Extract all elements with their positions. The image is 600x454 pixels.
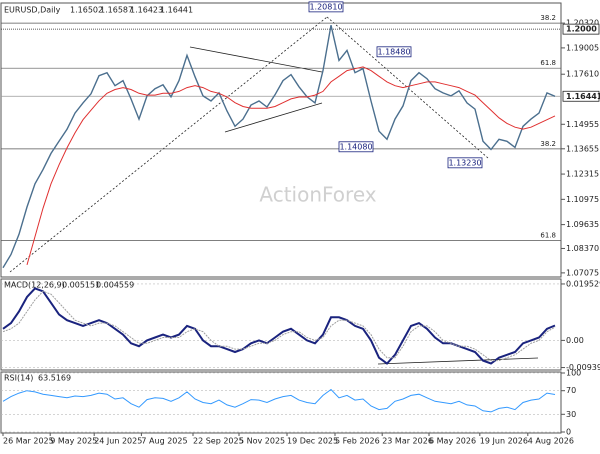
triangle-lower [224, 102, 323, 133]
y-tick-label: 1.12315 [566, 170, 599, 179]
series-line [2, 388, 556, 413]
x-tick-label: 26 Mar 2025 [3, 437, 54, 446]
y-tick-label: 1.07075 [566, 268, 599, 277]
x-tick-label: 6 May 2026 [429, 437, 476, 446]
x-tick-label: 4 Aug 2026 [528, 437, 574, 446]
y-tick-label: 1.09635 [566, 220, 599, 229]
macd-panel [0, 278, 562, 371]
annotation: 1.20810 [309, 2, 342, 11]
panel-title: MACD(12,26,9) [4, 281, 65, 290]
annotation: 1.13230 [448, 158, 481, 167]
annotation-box [447, 157, 483, 169]
x-tick-label: 5 Feb 2026 [335, 437, 380, 446]
ohlc-value: 1.16441 [160, 6, 193, 15]
annotation-box [308, 1, 344, 13]
y-tick-label: 1.08370 [566, 244, 599, 253]
price-box [562, 90, 600, 102]
x-tick-label: 23 Mar 2026 [382, 437, 433, 446]
y-tick-label: 70 [566, 386, 576, 395]
ohlc-value: 1.16587 [100, 6, 133, 15]
y-tick-label: 30 [566, 410, 576, 419]
indicator-value: 0.005151 [62, 281, 100, 290]
series-line [2, 287, 556, 365]
y-tick-label: 1.19005 [566, 43, 599, 52]
price-panel [0, 2, 562, 278]
y-tick-label: 0 [566, 428, 571, 437]
fib-label: 61.8 [540, 59, 556, 67]
fib-label: 38.2 [540, 14, 556, 22]
watermark: ActionForex [259, 183, 376, 207]
indicator-value: 63.5169 [38, 374, 71, 383]
annotation: 1.14080 [339, 142, 372, 151]
indicator-value: 0.004559 [96, 281, 134, 290]
y-tick-label: 100 [566, 369, 581, 378]
x-tick-label: 19 Dec 2025 [287, 437, 338, 446]
y-tick-label: 1.13655 [566, 144, 599, 153]
panel-title: RSI(14) [4, 374, 33, 383]
fib-label: 38.2 [540, 140, 556, 148]
y-tick-label: 1.17610 [566, 70, 599, 79]
x-tick-label: 7 Aug 2025 [141, 437, 187, 446]
series-line [2, 25, 556, 269]
annotation: 1.18480 [377, 47, 410, 56]
price-box [562, 23, 600, 35]
x-tick-label: 19 Jun 2026 [480, 437, 528, 446]
x-tick-label: 9 May 2025 [50, 437, 97, 446]
fib-label: 61.8 [540, 231, 556, 239]
rsi-panel [0, 371, 562, 434]
x-tick-label: 22 Sep 2025 [193, 437, 244, 446]
x-tick-label: 24 Jun 2025 [94, 437, 142, 446]
y-tick-label: 0.019529 [566, 279, 600, 288]
y-tick-label: 1.10975 [566, 195, 599, 204]
ohlc-value: 1.16423 [130, 6, 163, 15]
y-tick-label: 1.14955 [566, 120, 599, 129]
y-tick-label: 1.2000 [566, 25, 597, 34]
y-tick-label: -0.009398 [566, 363, 600, 372]
price-title: EURUSD,Daily [4, 6, 61, 15]
annotation-box [338, 141, 374, 153]
y-tick-label: 0.00 [566, 336, 584, 345]
series-line [2, 290, 556, 362]
y-tick-label: 1.16441 [566, 92, 600, 101]
macd-divergence [377, 357, 539, 365]
y-tick-label: 1.20320 [566, 19, 599, 28]
annotation-box [376, 46, 412, 58]
ohlc-value: 1.16502 [70, 6, 103, 15]
x-tick-label: 5 Nov 2025 [239, 437, 285, 446]
series-line [26, 66, 556, 266]
